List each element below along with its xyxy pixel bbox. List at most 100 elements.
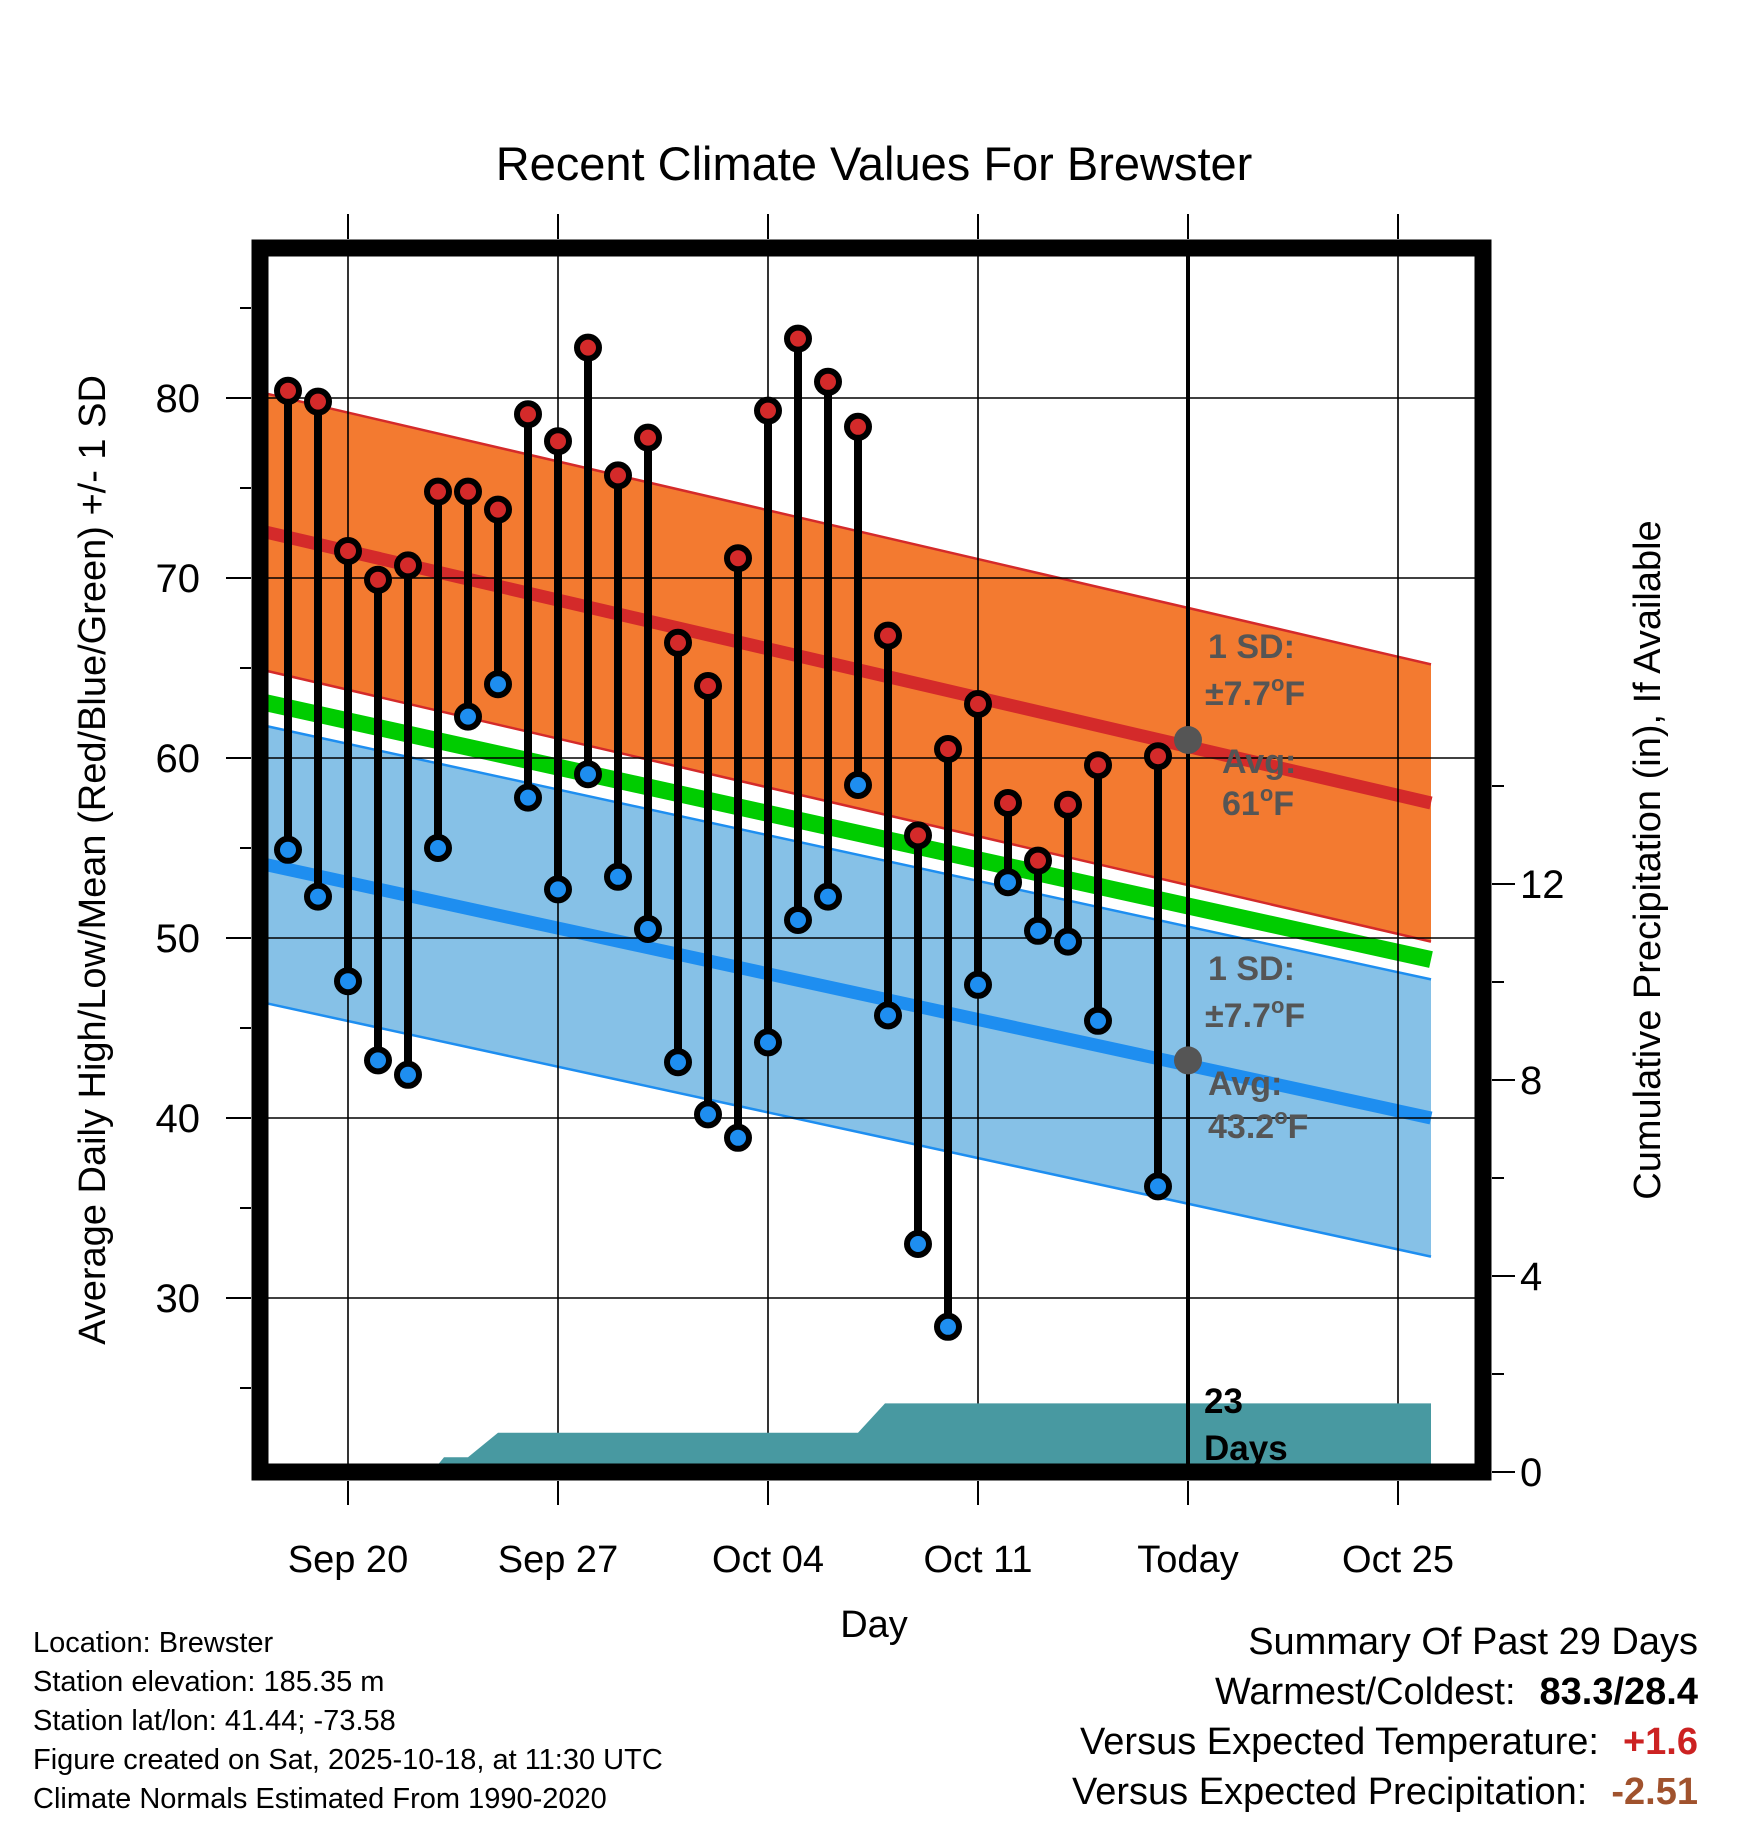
daily-high-point (604, 461, 632, 490)
daily-high-point (394, 551, 422, 580)
daily-high-point (754, 396, 782, 425)
summary-warm-cold: Warmest/Coldest: 83.3/28.4 (1072, 1667, 1698, 1717)
daily-low-point (454, 702, 482, 731)
low-sd-label: 1 SD: (1208, 950, 1295, 988)
plot-frame (251, 239, 1492, 1481)
y-tick-label: 60 (156, 737, 201, 781)
y-tick-label: 40 (156, 1097, 201, 1141)
daily-low-point (904, 1230, 932, 1258)
daily-high-point (724, 544, 752, 573)
daily-low-point (694, 1100, 722, 1129)
y2-tick-label: 0 (1520, 1451, 1542, 1495)
daily-high-point (814, 367, 842, 396)
high-avg-value: 61oF (1222, 781, 1294, 823)
daily-low-point (574, 760, 602, 789)
daily-high-point (694, 672, 722, 700)
daily-low-point (274, 835, 302, 864)
y2-tick-label: 12 (1520, 863, 1565, 907)
x-tick-label: Sep 20 (288, 1539, 408, 1581)
daily-high-point (784, 324, 812, 353)
daily-low-point (664, 1048, 692, 1077)
daily-high-point (1024, 846, 1052, 875)
low-normal-lower-edge (260, 1000, 1432, 1258)
daily-high-point (634, 423, 662, 452)
daily-high-point (544, 427, 572, 456)
high-avg-marker (1174, 726, 1202, 754)
daily-low-point (1144, 1172, 1172, 1201)
daily-high-point (574, 333, 602, 362)
daily-high-point (934, 735, 962, 763)
y2-axis-title: Cumulative Precipitation (in), If Availa… (1627, 520, 1669, 1199)
daily-low-point (424, 834, 452, 862)
station-info: Location: Brewster Station elevation: 18… (33, 1624, 663, 1819)
daily-high-point (1084, 751, 1112, 780)
y2-tick-label: 4 (1520, 1255, 1542, 1299)
precip-value: -2.51 (1611, 1771, 1698, 1813)
daily-high-point (304, 387, 332, 416)
daily-low-point (484, 670, 512, 699)
daily-low-point (754, 1028, 782, 1057)
x-tick-label: Today (1137, 1539, 1238, 1581)
daily-low-point (394, 1060, 422, 1089)
daily-low-point (934, 1312, 962, 1341)
temp-label: Versus Expected Temperature: (1080, 1721, 1599, 1763)
daily-low-point (784, 906, 812, 934)
low-sd-value: ±7.7oF (1205, 993, 1305, 1035)
daily-low-point (634, 915, 662, 943)
x-tick-label: Sep 27 (498, 1539, 618, 1581)
created-text: Figure created on Sat, 2025-10-18, at 11… (33, 1744, 663, 1776)
normals-text: Climate Normals Estimated From 1990-2020 (33, 1783, 607, 1815)
daily-low-point (994, 868, 1022, 897)
precip-label: Versus Expected Precipitation: (1071, 1771, 1588, 1813)
elevation-text: Station elevation: 185.35 m (33, 1666, 385, 1698)
daily-high-point (484, 495, 512, 524)
days-word: Days (1204, 1429, 1288, 1468)
high-avg-label: Avg: (1222, 743, 1296, 781)
y-tick-label: 50 (156, 917, 201, 961)
y2-tick-label: 8 (1520, 1059, 1542, 1103)
y-axis-title: Average Daily High/Low/Mean (Red/Blue/Gr… (72, 375, 114, 1345)
low-normal-line (260, 856, 1433, 1125)
x-tick-label: Oct 04 (712, 1539, 824, 1581)
daily-high-point (964, 690, 992, 718)
daily-high-point (994, 789, 1022, 817)
y-tick-label: 30 (156, 1277, 201, 1321)
summary-temp: Versus Expected Temperature: +1.6 (1072, 1717, 1698, 1767)
low-avg-label: Avg: (1208, 1065, 1282, 1103)
warm-cold-value: 83.3/28.4 (1539, 1671, 1698, 1713)
daily-low-point (364, 1046, 392, 1075)
summary-precip: Versus Expected Precipitation: -2.51 (1072, 1767, 1698, 1817)
daily-low-point (1084, 1006, 1112, 1035)
daily-low-point (964, 970, 992, 999)
daily-high-point (1144, 742, 1172, 771)
summary-title: Summary Of Past 29 Days (1248, 1621, 1698, 1663)
daily-low-point (724, 1123, 752, 1152)
low-avg-value: 43.2oF (1208, 1104, 1308, 1146)
daily-high-point (454, 477, 482, 506)
daily-high-point (904, 821, 932, 850)
daily-low-point (874, 1001, 902, 1030)
daily-low-point (304, 882, 332, 911)
daily-low-point (514, 783, 542, 812)
y-tick-label: 80 (156, 377, 201, 421)
low-avg-marker (1174, 1046, 1202, 1075)
x-tick-label: Oct 11 (923, 1539, 1032, 1581)
daily-low-point (844, 771, 872, 799)
x-tick-label: Oct 25 (1342, 1539, 1454, 1581)
daily-high-point (514, 400, 542, 429)
warm-cold-label: Warmest/Coldest: (1214, 1671, 1516, 1713)
location-text: Location: Brewster (33, 1627, 274, 1659)
chart-title: Recent Climate Values For Brewster (496, 137, 1253, 190)
y-tick-label: 70 (156, 557, 201, 601)
daily-low-point (814, 882, 842, 911)
days-count: 23 (1204, 1382, 1243, 1421)
daily-low-point (1054, 927, 1082, 956)
high-sd-label: 1 SD: (1208, 628, 1295, 666)
daily-high-point (364, 565, 392, 594)
daily-high-point (874, 621, 902, 650)
latlon-text: Station lat/lon: 41.44; -73.58 (33, 1705, 396, 1737)
x-axis-title: Day (840, 1604, 908, 1646)
daily-high-point (844, 412, 872, 441)
daily-low-point (544, 875, 572, 904)
